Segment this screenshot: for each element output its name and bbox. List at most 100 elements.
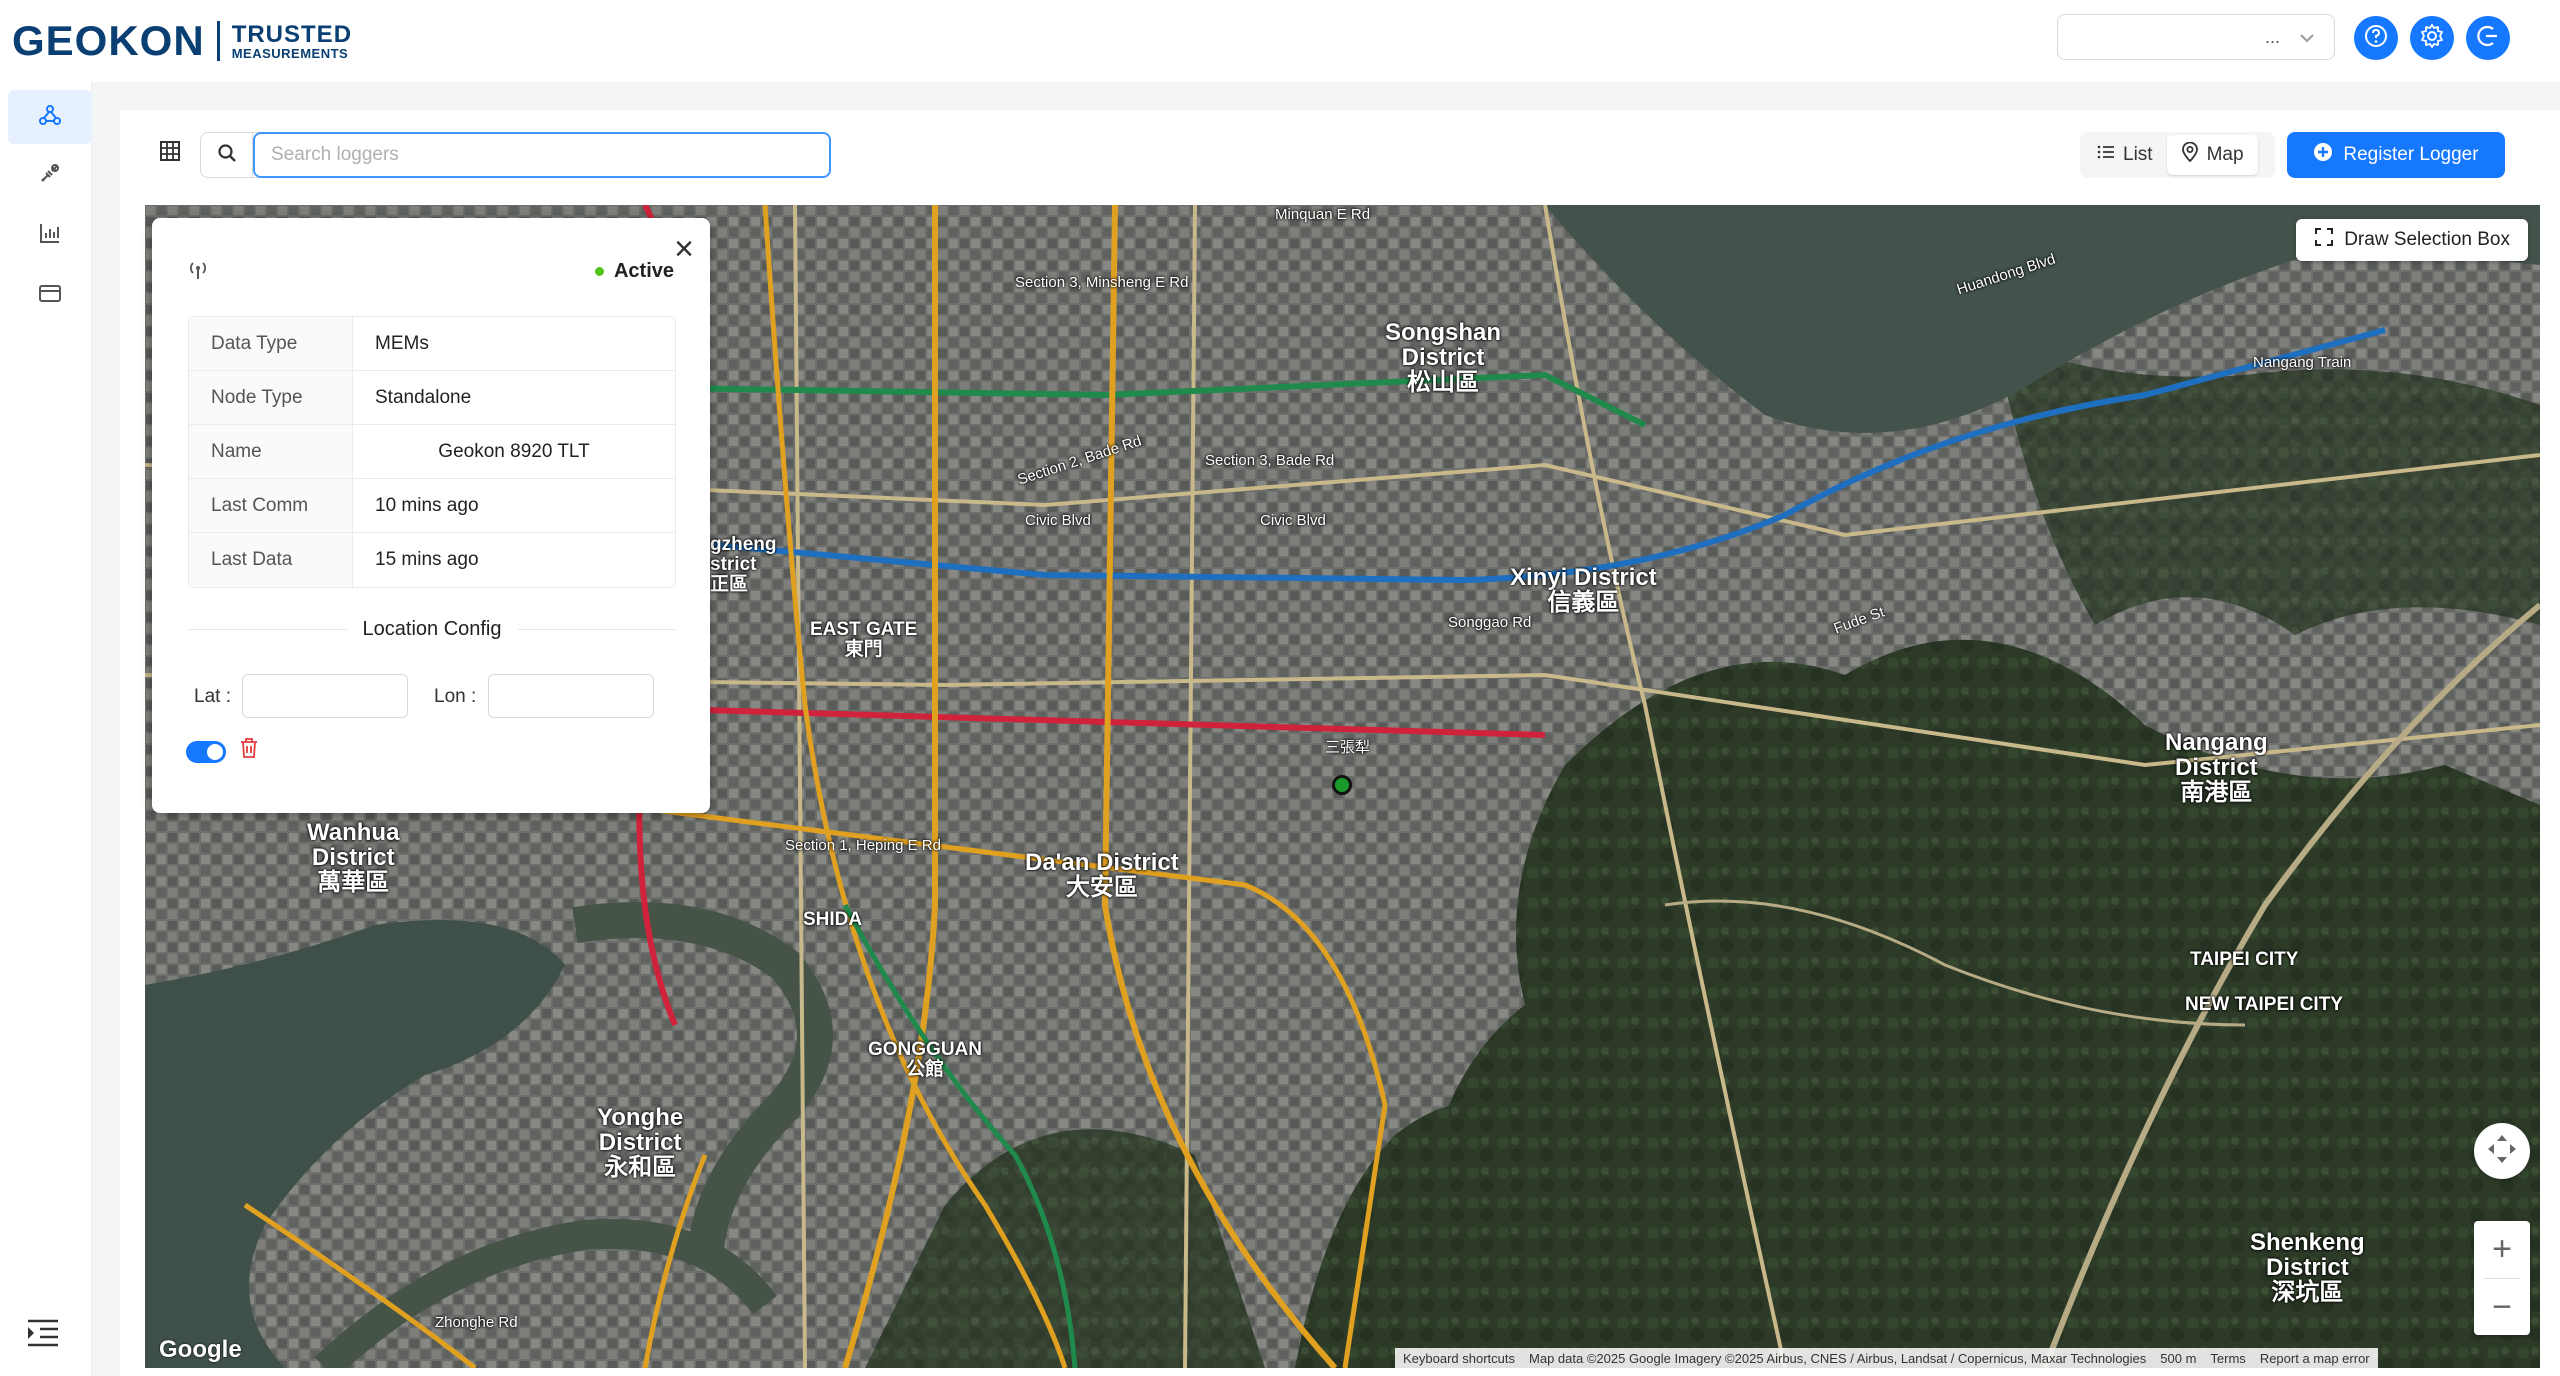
terms-link[interactable]: Terms [2210, 1350, 2246, 1366]
label-songshan: Songshan District 松山區 [1385, 319, 1502, 397]
row-key: Last Comm [189, 479, 353, 532]
geokon-logo[interactable]: GEOKON TRUSTED MEASUREMENTS [12, 18, 352, 64]
table-row: Name Geokon 8920 TLT [189, 425, 675, 479]
row-key: Last Data [189, 533, 353, 587]
table-row: Node Type Standalone [189, 371, 675, 425]
label-nangang-train: Nangang Train [2253, 354, 2352, 371]
map-data-credit: Map data ©2025 Google Imagery ©2025 Airb… [1529, 1350, 2147, 1366]
map-attribution: Keyboard shortcuts Map data ©2025 Google… [1395, 1348, 2378, 1368]
label-gongguan: GONGGUAN 公館 [868, 1039, 982, 1080]
search-button[interactable] [201, 133, 253, 177]
draw-selection-box-label: Draw Selection Box [2344, 229, 2510, 250]
status-label: Active [613, 260, 674, 282]
label-east-gate: EAST GATE 東門 [810, 619, 918, 660]
divider-line [517, 629, 677, 630]
map-view-label: Map [2206, 144, 2244, 165]
zoom-out-button[interactable]: − [2492, 1288, 2512, 1326]
help-button[interactable] [2354, 16, 2398, 60]
settings-button[interactable] [2410, 16, 2454, 60]
logger-info-popup: × Active Data Type MEMs Node Type Standa… [152, 218, 710, 813]
lat-input[interactable] [242, 674, 408, 718]
sidebar-item-network[interactable] [8, 90, 92, 144]
close-button[interactable]: × [674, 230, 694, 268]
row-value: Geokon 8920 TLT [438, 440, 590, 462]
lon-label: Lon : [434, 686, 477, 707]
location-config-title: Location Config [362, 618, 502, 640]
search-icon [217, 143, 237, 168]
label-section3-minsheng: Section 3, Minsheng E Rd [1015, 274, 1189, 291]
table-row: Data Type MEMs [189, 317, 675, 371]
label-xinyi: Xinyi District 信義區 [1510, 564, 1657, 617]
logo-wordmark: GEOKON [12, 17, 205, 64]
label-shida: SHIDA [803, 909, 863, 930]
zoom-control: + − [2474, 1221, 2530, 1335]
label-civic-blvd-west: Civic Blvd [1025, 512, 1091, 529]
toggle-knob [207, 744, 223, 760]
row-key: Name [189, 425, 353, 478]
project-select[interactable]: ... [2057, 14, 2335, 60]
lat-label: Lat : [194, 686, 231, 707]
list-icon [2097, 144, 2115, 166]
table-row: Last Comm 10 mins ago [189, 479, 675, 533]
table-grid-icon[interactable] [158, 139, 182, 168]
logout-icon [2475, 23, 2501, 54]
row-value: MEMs [375, 332, 429, 354]
label-section3-bade: Section 3, Bade Rd [1205, 452, 1335, 469]
keyboard-shortcuts-link[interactable]: Keyboard shortcuts [1403, 1350, 1516, 1366]
satellite-map[interactable]: Songshan District 松山區 Xinyi District 信義區 Da… [145, 205, 2540, 1368]
map-camera-control[interactable] [2474, 1123, 2530, 1179]
map-scale[interactable]: 500 m [2160, 1350, 2197, 1366]
gear-icon [2419, 23, 2445, 54]
zoom-divider [2484, 1278, 2520, 1279]
list-view-label: List [2123, 144, 2153, 165]
card-icon [37, 280, 63, 311]
selection-frame-icon [2314, 227, 2334, 253]
map-pin-icon [2181, 141, 2199, 168]
move-arrows-icon [2485, 1132, 2519, 1171]
report-map-error-link[interactable]: Report a map error [2259, 1350, 2370, 1366]
label-songgao: Songgao Rd [1448, 614, 1532, 631]
search-input[interactable] [253, 132, 831, 178]
map-view-button[interactable]: Map [2166, 135, 2258, 175]
label-civic-blvd: Civic Blvd [1260, 512, 1326, 529]
logger-marker[interactable] [1332, 775, 1352, 795]
google-logo: Google [159, 1336, 242, 1363]
logout-button[interactable] [2466, 16, 2510, 60]
sidebar-item-sensors[interactable] [8, 148, 92, 202]
sidebar-item-reports[interactable] [8, 208, 92, 262]
row-value: 10 mins ago [375, 494, 479, 516]
label-yonghe: Yonghe District 永和區 [597, 1104, 684, 1182]
label-section1-heping: Section 1, Heping E Rd [785, 837, 941, 854]
label-zhonghe-rd: Zhonghe Rd [435, 1314, 518, 1331]
location-config-divider: Location Config [188, 618, 677, 641]
help-icon [2363, 23, 2389, 54]
row-key: Node Type [189, 371, 353, 424]
project-select-value: ... [2264, 27, 2280, 47]
zoom-in-button[interactable]: + [2492, 1230, 2512, 1268]
table-row: Last Data 15 mins ago [189, 533, 675, 587]
status-badge: Active [594, 260, 674, 283]
trash-icon[interactable] [238, 736, 260, 765]
lon-input[interactable] [488, 674, 654, 718]
row-key: Data Type [189, 317, 353, 370]
network-icon [37, 102, 63, 133]
status-dot [594, 267, 604, 276]
collapse-sidebar-icon[interactable] [26, 1318, 60, 1353]
logger-details-table: Data Type MEMs Node Type Standalone Name… [188, 316, 676, 588]
sidebar-item-billing[interactable] [8, 268, 92, 322]
sidebar [0, 82, 92, 1376]
chart-icon [37, 220, 63, 251]
draw-selection-box-button[interactable]: Draw Selection Box [2296, 219, 2528, 261]
row-value: 15 mins ago [375, 549, 479, 570]
location-toggle[interactable] [186, 741, 226, 763]
view-toggle: List Map [2080, 132, 2275, 178]
sensor-icon [37, 160, 63, 191]
logo-tagline: TRUSTED MEASUREMENTS [231, 20, 353, 61]
register-logger-label: Register Logger [2343, 144, 2479, 165]
app-header: GEOKON TRUSTED MEASUREMENTS ... [0, 0, 2560, 82]
register-logger-button[interactable]: Register Logger [2287, 132, 2505, 178]
label-minquan: Minquan E Rd [1275, 206, 1371, 223]
label-new-taipei-city: NEW TAIPEI CITY [2185, 994, 2343, 1015]
label-sanzhangli: 三張犁 [1325, 739, 1371, 756]
list-view-button[interactable]: List [2083, 135, 2167, 175]
